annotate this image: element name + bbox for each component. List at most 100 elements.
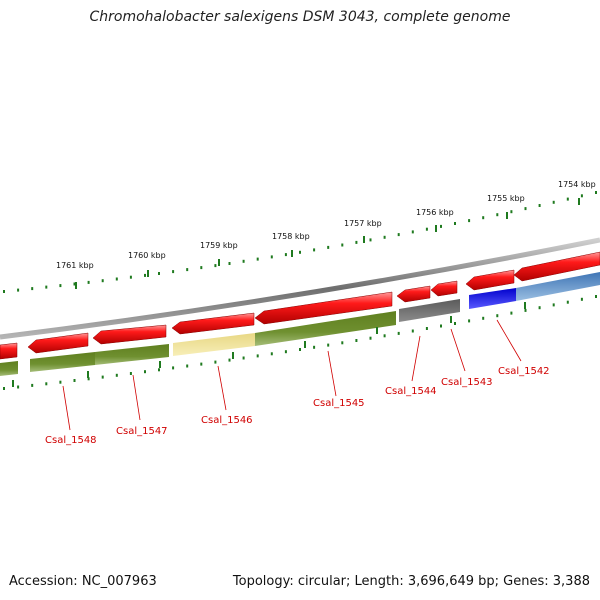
scale-dot	[87, 377, 90, 381]
gene-block-selected[interactable]	[469, 288, 516, 309]
scale-dot	[369, 336, 372, 340]
scale-dot	[411, 329, 414, 333]
gene-block-pseudo[interactable]	[173, 333, 255, 356]
inner-major-ticks	[12, 302, 526, 387]
scale-dot	[270, 352, 273, 356]
scale-label: 1760 kbp	[128, 251, 166, 260]
scale-dot	[440, 324, 442, 328]
scale-dot	[172, 366, 175, 370]
scale-dot	[496, 213, 499, 217]
scale-dot	[17, 385, 20, 389]
gene-label-csal-1542[interactable]: Csal_1542	[498, 366, 550, 377]
scale-dot	[73, 282, 76, 286]
gene-block-olive[interactable]	[0, 361, 18, 376]
scale-dot	[284, 253, 287, 257]
scale-dot	[341, 243, 344, 247]
leader-line	[327, 350, 337, 397]
gene-arrow-forward[interactable]	[513, 251, 600, 282]
scale-label: 1755 kbp	[487, 194, 525, 203]
scale-dot	[186, 268, 189, 272]
scale-dot	[45, 285, 48, 289]
scale-dot	[144, 273, 146, 277]
scale-dot	[482, 216, 485, 220]
scale-dot	[3, 387, 5, 390]
scale-dot	[73, 379, 76, 382]
scale-dot	[59, 380, 62, 384]
scale-dot	[158, 368, 160, 372]
gene-label-csal-1546[interactable]: Csal_1546	[201, 415, 253, 426]
accession-text: Accession: NC_007963	[9, 574, 157, 589]
scale-dot	[580, 297, 583, 301]
scale-dot	[468, 219, 471, 223]
scale-dot	[369, 238, 372, 242]
scale-dot	[425, 327, 428, 330]
scale-dot	[383, 235, 386, 239]
scale-dot	[45, 382, 48, 386]
scale-dot	[440, 224, 442, 228]
gene-arrow-forward[interactable]	[254, 291, 393, 325]
scale-dot	[313, 345, 316, 349]
scale-dot	[595, 295, 597, 298]
gene-arrow-forward[interactable]	[27, 332, 89, 354]
leader-line	[132, 374, 141, 421]
gene-block-olive[interactable]	[30, 352, 95, 372]
scale-dot	[355, 240, 358, 244]
scale-dot	[566, 300, 569, 304]
genome-title: Chromohalobacter salexigens DSM 3043, co…	[89, 9, 511, 25]
gene-label-csal-1547[interactable]: Csal_1547	[116, 426, 168, 437]
gene-arrow-forward[interactable]	[465, 269, 515, 291]
scale-dots	[3, 191, 597, 293]
scale-dot	[129, 372, 132, 375]
gene-label-csal-1543[interactable]: Csal_1543	[441, 377, 493, 388]
scale-dot	[341, 341, 344, 345]
leader-line	[496, 319, 522, 362]
scale-labels: 1761 kbp 1760 kbp 1759 kbp 1758 kbp 1757…	[56, 180, 596, 270]
scale-dot	[17, 288, 20, 292]
scale-dot	[580, 194, 583, 198]
scale-label: 1761 kbp	[56, 261, 94, 270]
gene-arrow-forward[interactable]	[0, 342, 18, 360]
gene-arrow-forward[interactable]	[171, 312, 255, 335]
scale-dot	[200, 266, 203, 270]
forward-strand-track	[0, 251, 600, 360]
gene-label-csal-1544[interactable]: Csal_1544	[385, 386, 437, 397]
gene-leader-lines	[62, 319, 522, 431]
scale-dot	[552, 303, 555, 307]
scale-dot	[299, 250, 301, 254]
scale-dot	[200, 362, 203, 366]
leader-line	[62, 385, 71, 431]
gene-arrow-forward[interactable]	[430, 280, 458, 297]
scale-dot	[3, 290, 5, 293]
gene-label-csal-1545[interactable]: Csal_1545	[313, 398, 365, 409]
gene-block-olive[interactable]	[255, 311, 396, 346]
scale-dot	[186, 364, 189, 368]
scale-dot	[284, 350, 287, 354]
scale-dot	[595, 191, 597, 194]
scale-dot	[214, 264, 217, 268]
scale-dot	[538, 306, 541, 310]
gene-block-olive[interactable]	[95, 344, 169, 365]
scale-label: 1756 kbp	[416, 208, 454, 217]
leader-line	[411, 335, 421, 382]
leader-line	[217, 365, 227, 411]
gene-arrow-forward[interactable]	[92, 324, 167, 345]
scale-dot	[242, 356, 245, 360]
scale-dot	[144, 370, 146, 374]
scale-dot	[524, 207, 527, 211]
scale-dot	[228, 358, 231, 362]
gene-arrow-forward[interactable]	[396, 285, 431, 303]
scale-label: 1758 kbp	[272, 232, 310, 241]
scale-dot	[425, 227, 428, 231]
scale-dot	[101, 279, 104, 283]
scale-dot	[327, 245, 330, 249]
scale-dot	[214, 360, 217, 364]
gene-block-hypothetical[interactable]	[399, 299, 460, 322]
scale-dot	[59, 284, 62, 288]
scale-dot	[115, 373, 118, 377]
gene-labels: Csal_1548 Csal_1547 Csal_1546 Csal_1545 …	[45, 366, 550, 446]
gene-block-steel[interactable]	[516, 272, 600, 301]
gene-label-csal-1548[interactable]: Csal_1548	[45, 435, 97, 446]
scale-dot	[158, 272, 160, 275]
scale-dot	[270, 255, 273, 259]
